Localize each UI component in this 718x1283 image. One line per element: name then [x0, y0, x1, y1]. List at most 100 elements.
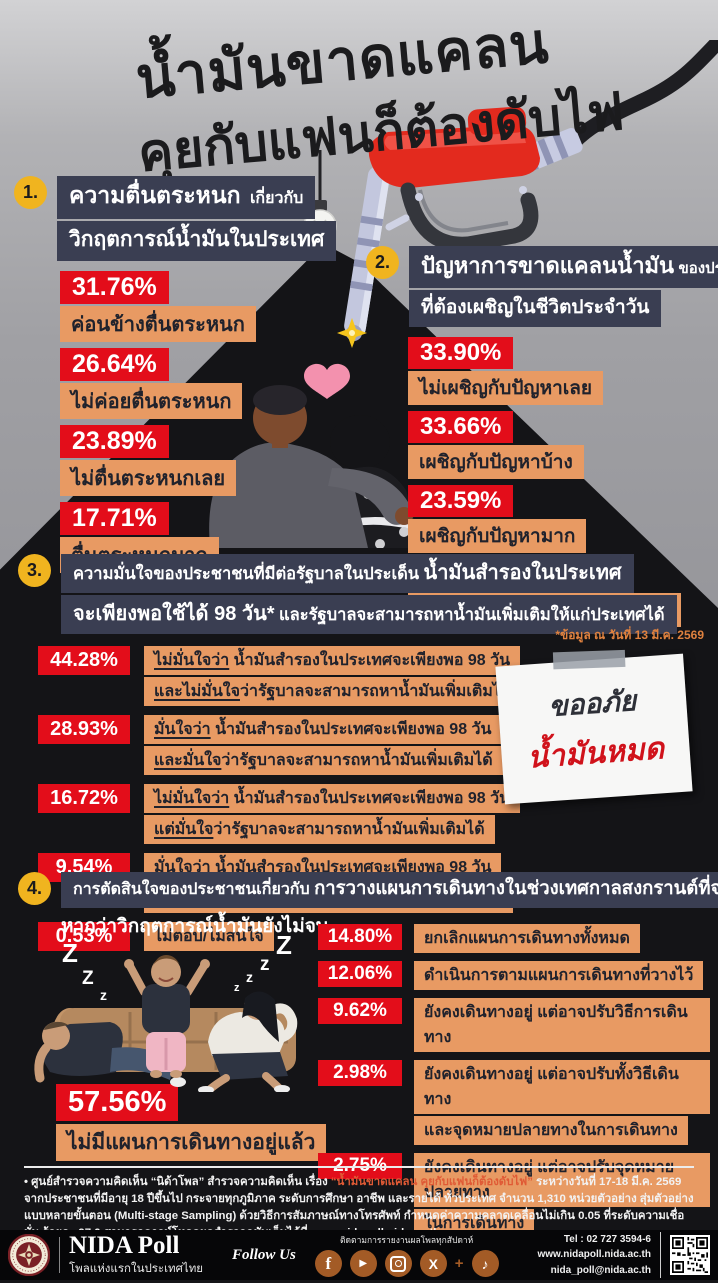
section4-header-small: การตัดสินใจของประชาชนเกี่ยวกับ: [73, 881, 310, 898]
section1-header-line1: ความตื่นตระหนก เกี่ยวกับ: [57, 176, 316, 219]
stat-line: ยังคงเดินทางอยู่ แต่อาจปรับทั้งวิธีเดินท…: [414, 1060, 710, 1114]
x-twitter-icon[interactable]: X: [419, 1250, 447, 1277]
footer-separator: [59, 1237, 60, 1273]
stat-row: 14.80% ยกเลิกแผนการเดินทางทั้งหมด: [318, 924, 710, 955]
stat-item: 26.64% ไม่ค่อยตื่นตระหนก: [60, 348, 364, 419]
stat-percent: 14.80%: [318, 924, 402, 950]
stat-percent: 23.59%: [408, 485, 514, 517]
social-note: ติดตามการรายงานผลโพลทุกสัปดาห์: [340, 1235, 474, 1245]
youtube-icon[interactable]: ▶: [349, 1250, 377, 1277]
svg-text:z: z: [100, 987, 107, 1003]
instagram-icon[interactable]: [384, 1250, 412, 1277]
section4-header-line2: หากว่าวิกฤตการณ์น้ำมันยังไม่จบ: [61, 916, 328, 937]
stat-item: 31.76% ค่อนข้างตื่นตระหนก: [60, 271, 364, 342]
stat-label: เผชิญกับปัญหามาก: [408, 519, 587, 553]
stat-label: ไม่เผชิญกับปัญหาเลย: [408, 371, 604, 405]
contact-block: Tel : 02 727 3594-6 www.nidapoll.nida.ac…: [537, 1231, 661, 1279]
plus-icon: +: [454, 1255, 464, 1272]
section2-header-line2: ที่ต้องเผชิญในชีวิตประจำวัน: [409, 290, 662, 327]
methodology-prefix: ศูนย์สำรวจความคิดเห็น “นิด้าโพล” สำรวจคว…: [31, 1176, 331, 1188]
section3-header-line1-small: ความมั่นใจของประชาชนที่มีต่อรัฐบาลในประเ…: [73, 565, 420, 583]
qr-code[interactable]: [670, 1235, 710, 1275]
couple-illustration: [209, 318, 422, 548]
section-travel-plans: 4. การตัดสินใจของประชาชนเกี่ยวกับ การวาง…: [18, 872, 718, 1275]
stat-percent: 26.64%: [60, 348, 169, 381]
fuel-nozzle-illustration: [344, 40, 718, 341]
brand-tagline: โพลแห่งแรกในประเทศไทย: [69, 1262, 204, 1275]
section3-header-line1: ความมั่นใจของประชาชนที่มีต่อรัฐบาลในประเ…: [61, 554, 634, 593]
section3-header-line2-small: และรัฐบาลจะสามารถหาน้ำมันเพิ่มเติมให้แก่…: [279, 606, 665, 624]
stat-line: และมั่นใจว่ารัฐบาลจะสามารถหาน้ำมันเพิ่มเ…: [144, 746, 503, 775]
section2-header-line1: ปัญหาการขาดแคลนน้ำมัน ของประชาชน: [409, 246, 718, 288]
stat-percent: 2.98%: [318, 1060, 402, 1086]
stat-line: แต่มั่นใจว่ารัฐบาลจะสามารถหาน้ำมันเพิ่มเ…: [144, 815, 495, 844]
footer-bar: NIDA Poll โพลแห่งแรกในประเทศไทย Follow U…: [0, 1230, 718, 1280]
stat-row: 44.28% ไม่มั่นใจว่า น้ำมันสำรองในประเทศจ…: [38, 646, 710, 708]
stat-line: ไม่มั่นใจว่า น้ำมันสำรองในประเทศจะเพียงพ…: [144, 646, 521, 675]
stat-label: ไม่มีแผนการเดินทางอยู่แล้ว: [56, 1124, 327, 1161]
out-of-fuel-note: ขออภัย น้ำมันหมด: [495, 649, 693, 805]
stat-item: 33.66% เผชิญกับปัญหาบ้าง: [408, 411, 716, 479]
stat-item: 23.89% ไม่ตื่นตระหนกเลย: [60, 425, 364, 496]
brand-name: NIDA Poll: [69, 1231, 180, 1259]
stat-row: 28.93% มั่นใจว่า น้ำมันสำรองในประเทศจะเพ…: [38, 715, 710, 777]
section2-number-badge: 2.: [366, 246, 399, 279]
contact-website[interactable]: www.nidapoll.nida.ac.th: [537, 1249, 651, 1261]
svg-text:Z: Z: [276, 930, 292, 960]
stat-line: ยังคงเดินทางอยู่ แต่อาจปรับวิธีการเดินทา…: [414, 998, 710, 1052]
stat-line: ยังคงเดินทางอยู่ แต่อาจปรับจุดหมายปลายทา…: [414, 1153, 710, 1207]
survey-title-highlight: “น้ำมันขาดแคลน คุยกับแฟนก็ต้องดับไฟ”: [330, 1176, 533, 1188]
stat-percent: 31.76%: [60, 271, 169, 304]
section3-header-line2: จะเพียงพอใช้ได้ 98 วัน* และรัฐบาลจะสามาร…: [61, 595, 677, 634]
facebook-icon[interactable]: f: [314, 1250, 342, 1277]
nida-poll-logo: [8, 1234, 50, 1276]
section4-number-badge: 4.: [18, 872, 51, 905]
stat-row: 2.75% ยังคงเดินทางอยู่ แต่อาจปรับจุดหมาย…: [318, 1153, 710, 1240]
stat-percent: 44.28%: [38, 646, 130, 675]
svg-text:z: z: [246, 969, 253, 985]
stat-line: และไม่มั่นใจว่ารัฐบาลจะสามารถหาน้ำมันเพิ…: [144, 677, 522, 706]
bullet-icon: •: [24, 1176, 28, 1188]
stat-label: เผชิญกับปัญหาบ้าง: [408, 445, 584, 479]
section3-header-line1-big: น้ำมันสำรองในประเทศ: [423, 562, 622, 584]
contact-email[interactable]: nida_poll@nida.ac.th: [550, 1264, 651, 1276]
stat-label: ค่อนข้างตื่นตระหนก: [60, 306, 256, 342]
footer-divider: [24, 1166, 694, 1168]
tiktok-icon[interactable]: ♪: [471, 1250, 499, 1277]
stat-percent: 23.89%: [60, 425, 169, 458]
stat-line: ยกเลิกแผนการเดินทางทั้งหมด: [414, 924, 640, 953]
stat-line: และจุดหมายปลายทางในการเดินทาง: [414, 1116, 688, 1145]
stat-percent: 9.62%: [318, 998, 402, 1024]
follow-us-label: Follow Us: [232, 1246, 296, 1263]
stat-percent: 33.90%: [408, 337, 514, 369]
section4-header-line1: การตัดสินใจของประชาชนเกี่ยวกับ การวางแผน…: [61, 872, 718, 908]
stat-percent: 16.72%: [38, 784, 130, 813]
section1-header-main: ความตื่นตระหนก: [69, 182, 241, 208]
section1-number-badge: 1.: [14, 176, 47, 209]
note-line2: น้ำมันหมด: [526, 731, 665, 775]
stat-row: 9.62% ยังคงเดินทางอยู่ แต่อาจปรับวิธีการ…: [318, 998, 710, 1054]
stat-label: ไม่ตื่นตระหนกเลย: [60, 460, 237, 496]
stat-item: 23.59% เผชิญกับปัญหามาก: [408, 485, 716, 553]
stat-line: ไม่ตอบ/ไม่สนใจ: [144, 922, 274, 951]
brand-block: NIDA Poll โพลแห่งแรกในประเทศไทย: [69, 1233, 203, 1278]
svg-text:Z: Z: [82, 968, 94, 989]
contact-tel: Tel : 02 727 3594-6: [563, 1233, 651, 1245]
stat-row: 16.72% ไม่มั่นใจว่า น้ำมันสำรองในประเทศจ…: [38, 784, 710, 846]
section1-header-line2: วิกฤตการณ์น้ำมันในประเทศ: [57, 221, 337, 261]
tape-icon: [552, 649, 626, 670]
section3-header-line2-big: จะเพียงพอใช้ได้ 98 วัน*: [73, 603, 275, 625]
heart-icon: [304, 363, 350, 399]
stat-item: 33.90% ไม่เผชิญกับปัญหาเลย: [408, 337, 716, 405]
section2-header-small: ของประชาชน: [678, 260, 718, 277]
section1-header-small: เกี่ยวกับ: [249, 190, 304, 207]
data-date-note: *ข้อมูล ณ วันที่ 13 มี.ค. 2569: [555, 628, 704, 642]
stat-item-no-plans: 57.56% ไม่มีแผนการเดินทางอยู่แล้ว: [56, 1084, 327, 1161]
stat-percent: 57.56%: [56, 1084, 179, 1121]
stat-percent: 0.53%: [38, 922, 130, 951]
section3-number-badge: 3.: [18, 554, 51, 587]
social-block: ติดตามการรายงานผลโพลทุกสัปดาห์ f ▶ X + ♪: [314, 1233, 499, 1277]
